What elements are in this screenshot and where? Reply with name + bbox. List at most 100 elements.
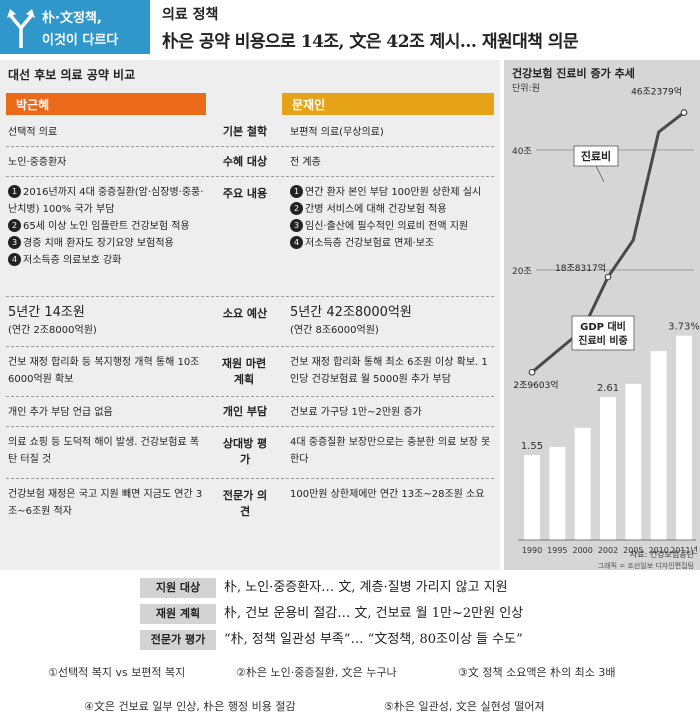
funding-right: 건보 재정 합리화 통해 최소 6조원 이상 확보. 1인당 건강보험료 월 5… (290, 357, 488, 385)
y-tick-label: 40조 (512, 147, 532, 157)
option-2: ②朴은 노인·중증질환, 文은 누구나 (236, 666, 397, 679)
number-marker: 3 (8, 236, 21, 249)
x-tick-label: 1990 (522, 546, 542, 555)
comparison-title: 대선 후보 의료 공약 비교 (8, 68, 136, 82)
comparison-panel: 대선 후보 의료 공약 비교 박근혜 문재인 선택적 의료 기본 철학 보편적 … (0, 60, 500, 570)
summary-tag: 지원 대상 (140, 578, 216, 598)
funding-left: 건보 재정 합리화 등 복지행정 개혁 통해 10조6000억원 확보 (8, 357, 200, 385)
budget-right: 5년간 42조8000억원 (연간 8조6000억원) (290, 304, 494, 339)
chart-credit: 그래픽 = 조선일보 디자인편집팀 (598, 561, 694, 570)
line-point (604, 273, 612, 281)
list-item: 1 연간 환자 본인 부담 100만원 상한제 실시 (290, 184, 494, 201)
chart-title: 건강보험 진료비 증가 추세 (512, 66, 635, 80)
bar (549, 446, 566, 540)
line-legend-label: 진료비 (581, 149, 611, 163)
opponent-eval-category: 상대방 평가 (222, 437, 268, 466)
option-1: ①선택적 복지 vs 보편적 복지 (48, 666, 186, 679)
candidate-left-label: 박근혜 (6, 93, 206, 115)
bar (676, 335, 692, 540)
summary-text: 朴, 건보 운용비 절감… 文, 건보료 월 1만~2만원 인상 (224, 606, 524, 621)
number-marker: 2 (290, 202, 303, 215)
line-point-label: 2조9603억 (513, 379, 558, 391)
line-point (680, 109, 688, 116)
section-badge: 朴·文정책, 이것이 다르다 (0, 0, 150, 54)
option-4: ④文은 건보료 일부 인상, 朴은 행정 비용 절감 (84, 700, 296, 713)
main-content-left: 1 2016년까지 4대 중증질환(암·심장병·중풍·난치병) 100% 국가 부… (8, 184, 206, 269)
bar (625, 383, 642, 540)
expert-right: 100만원 상한제에만 연간 13조~28조원 소요 (290, 489, 485, 500)
bar (574, 427, 591, 540)
list-item: 2 간병 서비스에 대해 건강보험 적용 (290, 201, 494, 218)
philosophy-right: 보편적 의료(무상의료) (290, 127, 384, 138)
line-legend-pointer (595, 165, 605, 183)
number-marker: 2 (8, 219, 21, 232)
number-marker: 3 (290, 219, 303, 232)
header: 朴·文정책, 이것이 다르다 의료 정책 朴은 공약 비용으로 14조, 文은 … (0, 0, 700, 56)
x-tick-label: 2002 (598, 546, 618, 555)
beneficiary-category: 수혜 대상 (222, 155, 268, 168)
chart-source: 자료: 건강보험공단 (630, 549, 695, 559)
burden-left: 개인 추가 부담 언급 없음 (8, 407, 113, 418)
main-content-category: 주요 내용 (222, 187, 268, 200)
list-item: 3 경증 치매 환자도 장기요양 보험적용 (8, 235, 206, 252)
list-item: 3 임신·출산에 필수적인 의료비 전액 지원 (290, 218, 494, 235)
row-divider (6, 146, 494, 147)
bar-legend-box (571, 315, 635, 351)
number-marker: 1 (290, 185, 303, 198)
list-item: 2 65세 이상 노인 임플란트 건강보험 적용 (8, 218, 206, 235)
headline: 朴은 공약 비용으로 14조, 文은 42조 제시… 재원대책 의문 (162, 32, 579, 52)
summary-text: “朴, 정책 일관성 부족”… “文정책, 80조이상 들 수도” (224, 632, 523, 647)
opponent-eval-right: 4대 중증질환 보장만으로는 충분한 의료 보장 못한다 (290, 437, 491, 465)
budget-category: 소요 예산 (222, 307, 268, 320)
funding-category: 재원 마련 계획 (221, 357, 267, 386)
budget-right-total: 5년간 42조8000억원 (290, 305, 412, 320)
kicker: 의료 정책 (162, 7, 219, 23)
summary-tag: 전문가 평가 (140, 630, 216, 650)
x-tick-label: 2010 (648, 546, 668, 555)
budget-left-annual: (연간 2조8000억원) (8, 325, 97, 336)
bar (650, 351, 667, 540)
list-item: 4 저소득층 의료보호 강화 (8, 252, 206, 269)
x-tick-label: 2000 (572, 546, 592, 555)
row-divider (6, 426, 494, 427)
x-tick-label: 1995 (547, 546, 567, 555)
budget-left-total: 5년간 14조원 (8, 305, 85, 320)
expert-left: 건강보험 재정은 국고 지원 빼면 지금도 연간 3조~6조원 적자 (8, 489, 203, 517)
budget-right-annual: (연간 8조6000억원) (290, 325, 379, 336)
bar (524, 455, 540, 540)
split-arrow-icon (7, 9, 35, 48)
row-divider (6, 346, 494, 347)
candidate-right-label: 문재인 (282, 93, 494, 115)
number-marker: 1 (8, 185, 21, 198)
bar-value-label: 3.73% (668, 322, 700, 333)
summary-tag: 재원 계획 (140, 604, 216, 624)
expert-category: 전문가 의견 (222, 489, 268, 518)
philosophy-left: 선택적 의료 (8, 127, 58, 138)
number-marker: 4 (290, 236, 303, 249)
bar-legend-label-line2: 진료비 비중 (578, 334, 627, 347)
y-tick-label: 20조 (512, 267, 532, 277)
row-divider (6, 296, 494, 297)
line-point-label: 46조2379억 (631, 86, 682, 98)
list-item: 4 저소득층 건강보험료 면제·보조 (290, 235, 494, 252)
row-divider (6, 396, 494, 397)
number-marker: 4 (8, 253, 21, 266)
row-divider (6, 478, 494, 479)
beneficiary-left: 노인·중증환자 (8, 157, 67, 168)
line-point (528, 368, 536, 376)
philosophy-category: 기본 철학 (222, 125, 268, 138)
chart-unit: 단위:원 (512, 83, 540, 94)
budget-left: 5년간 14조원 (연간 2조8000억원) (8, 304, 206, 339)
option-5: ⑤朴은 일관성, 文은 실현성 떨어져 (384, 700, 545, 713)
badge-line1: 朴·文정책, (42, 11, 102, 26)
burden-category: 개인 부담 (222, 405, 268, 418)
opponent-eval-left: 의료 쇼핑 등 도덕적 해이 발생. 건강보험료 폭탄 터질 것 (8, 437, 200, 465)
bar (600, 397, 616, 540)
x-tick-label: 2011년 (670, 545, 698, 555)
summary-text: 朴, 노인·중증환자… 文, 계층·질병 가리지 않고 지원 (224, 580, 508, 595)
bar-value-label: 1.55 (521, 441, 543, 452)
bar-legend-label-line1: GDP 대비 (580, 320, 626, 333)
bar-value-label: 2.61 (597, 383, 619, 394)
